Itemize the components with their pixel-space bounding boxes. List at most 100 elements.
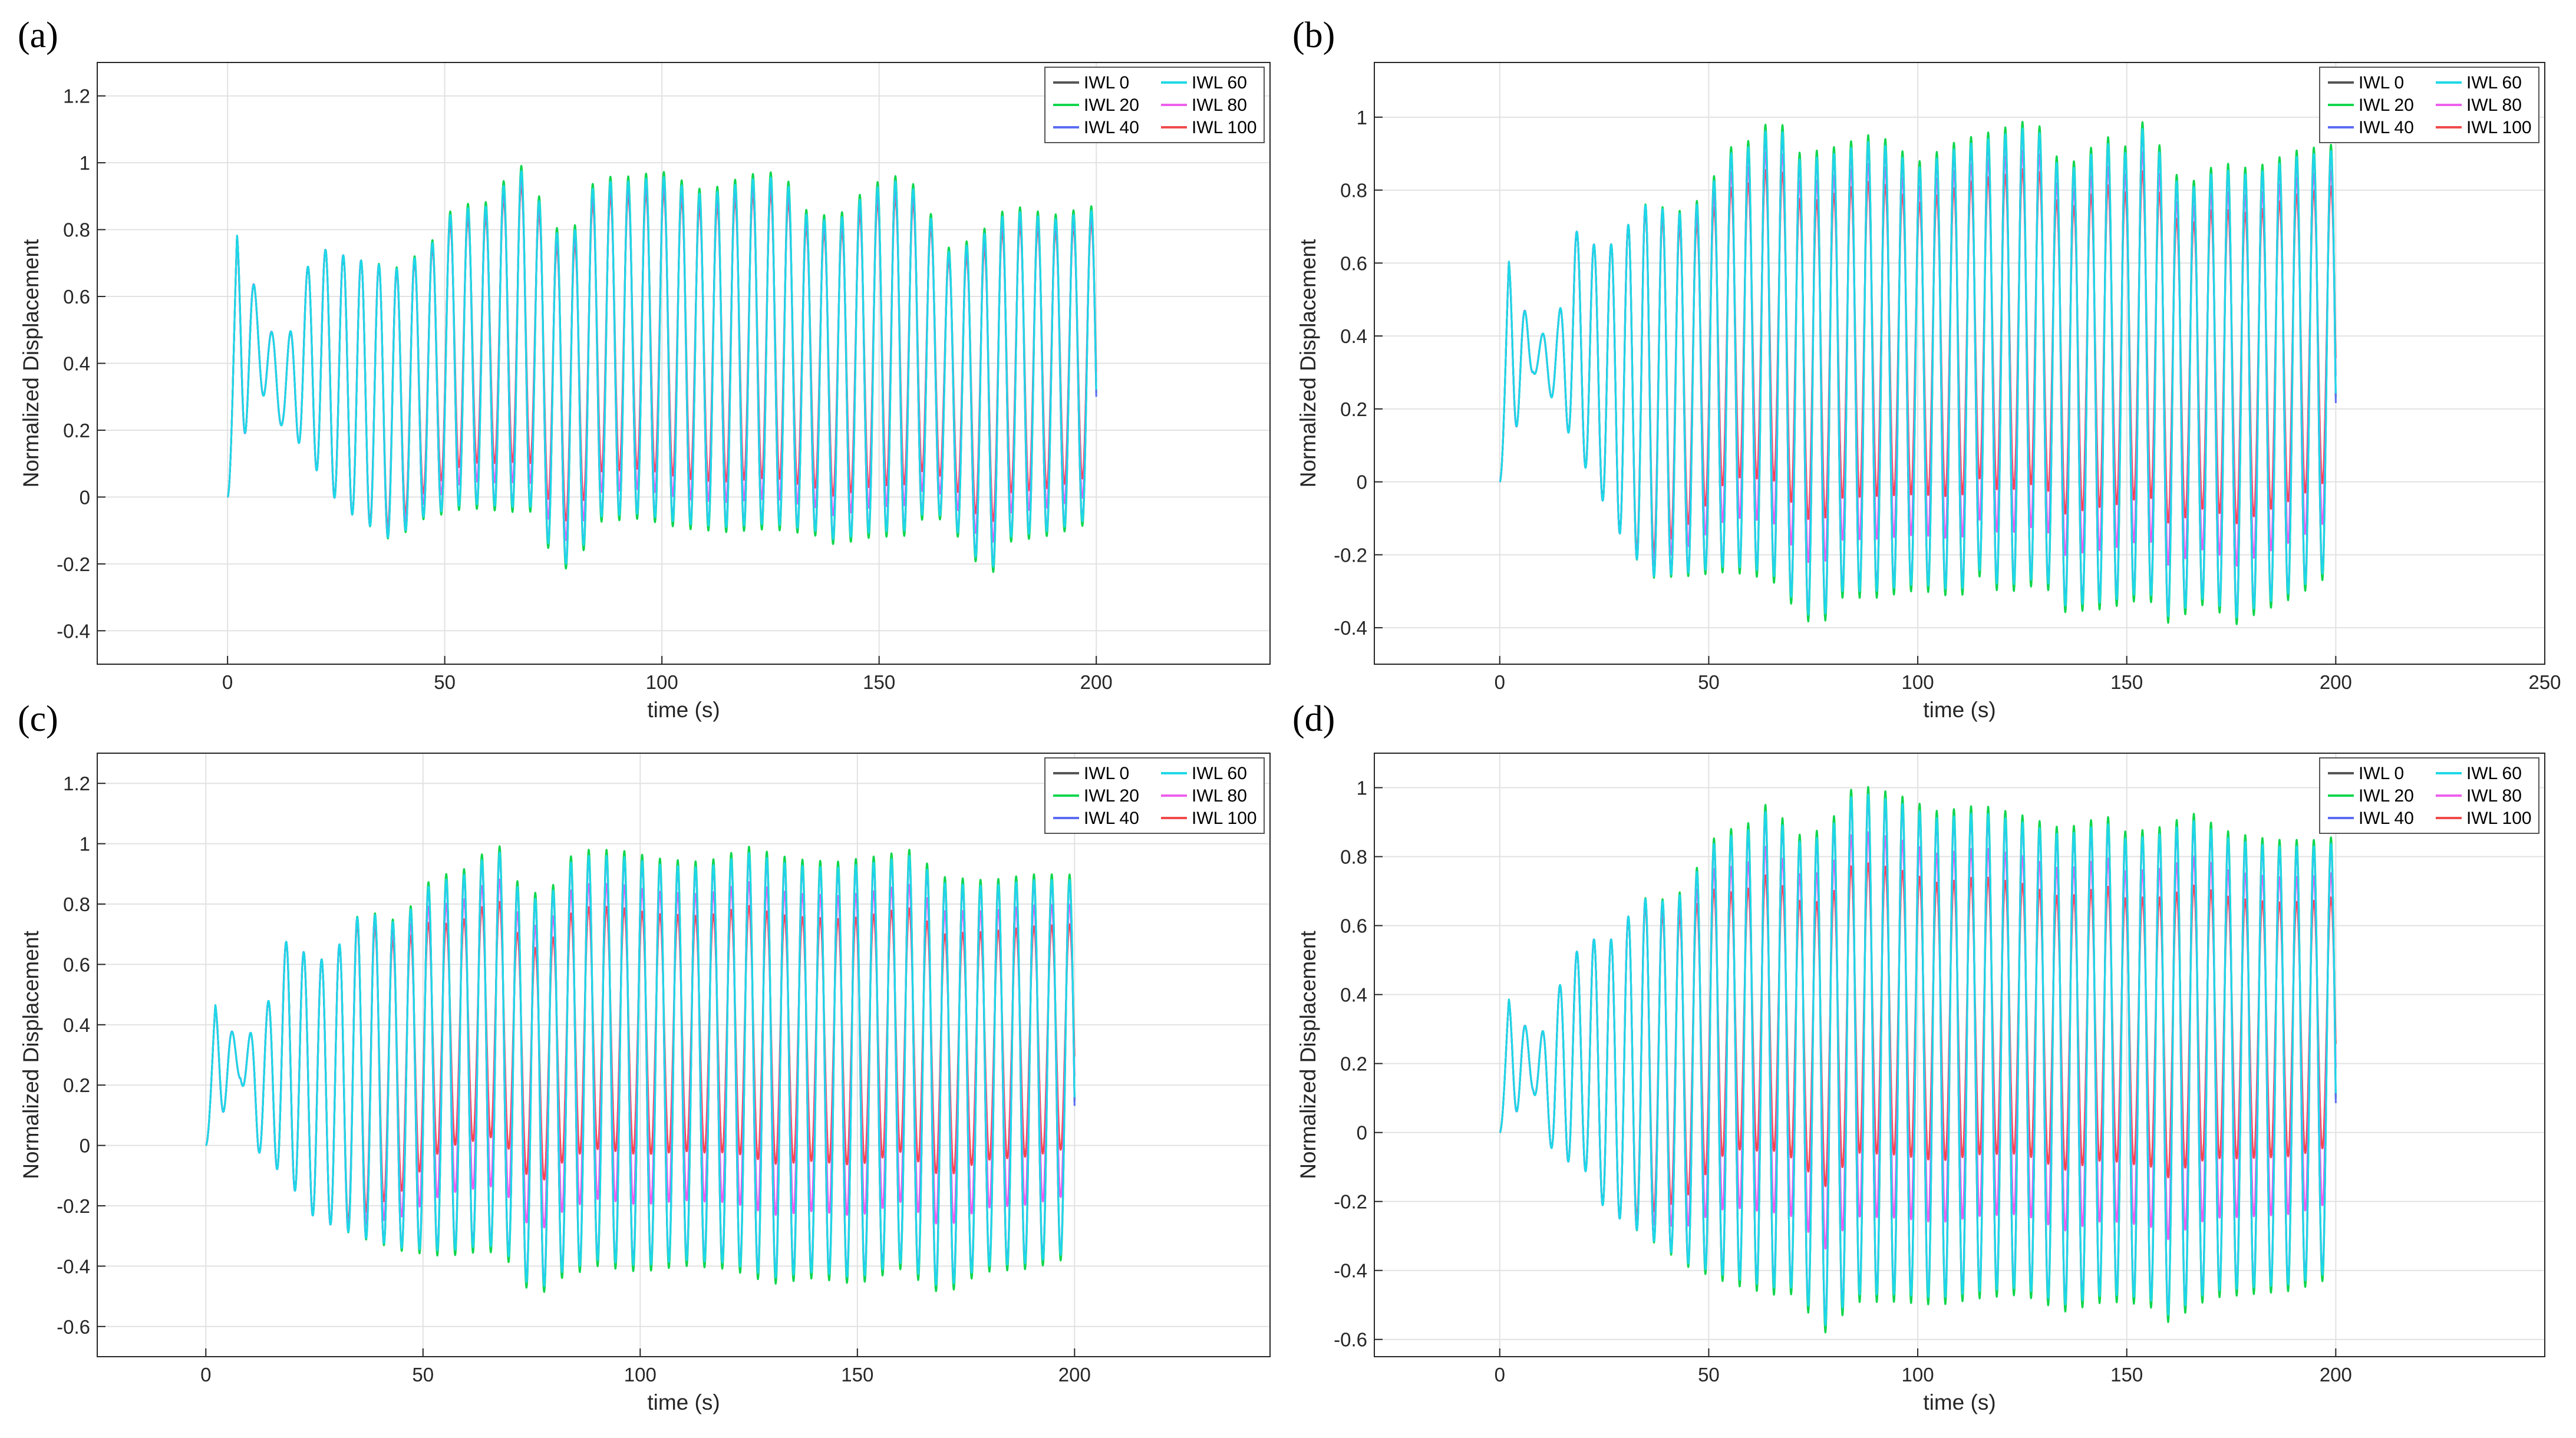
- legend-entry: IWL 60: [1192, 73, 1247, 93]
- legend-entry: IWL 60: [1192, 764, 1247, 783]
- x-tick-label: 100: [1902, 671, 1934, 693]
- legend-box: [2319, 67, 2539, 143]
- x-tick-label: 50: [434, 671, 456, 693]
- y-tick-label: -0.4: [1334, 617, 1367, 639]
- legend-entry: IWL 80: [1192, 95, 1247, 115]
- x-tick-label: 150: [2110, 1364, 2143, 1386]
- y-axis-label: Normalized Displacement: [1296, 239, 1320, 487]
- legend-entry: IWL 40: [1084, 809, 1139, 828]
- y-tick-label: 1.2: [63, 773, 90, 794]
- y-tick-label: 0.6: [1340, 915, 1367, 937]
- y-tick-label: 0: [80, 486, 90, 508]
- x-axis-label: time (s): [647, 1390, 720, 1414]
- x-tick-label: 100: [1902, 1364, 1934, 1386]
- y-tick-label: -0.4: [57, 620, 90, 642]
- x-tick-label: 150: [841, 1364, 873, 1386]
- series-line-iwl-60: [205, 851, 1076, 1287]
- y-tick-label: 0.2: [1340, 1053, 1367, 1075]
- panel-d-plot-area: [1499, 786, 2337, 1334]
- x-tick-label: 100: [624, 1364, 657, 1386]
- y-tick-label: 0.6: [63, 286, 90, 308]
- x-tick-label: 200: [2320, 1364, 2352, 1386]
- y-tick-label: -0.2: [57, 553, 90, 575]
- y-tick-label: 0.8: [63, 219, 90, 241]
- legend-entry: IWL 100: [2466, 809, 2532, 828]
- panel-b-label: (b): [1292, 15, 1335, 55]
- y-tick-label: 0.8: [1340, 180, 1367, 202]
- series-line-iwl-60: [1499, 793, 2337, 1327]
- legend-entry: IWL 60: [2466, 764, 2522, 783]
- legend-entry: IWL 80: [2466, 95, 2522, 115]
- legend-entry: IWL 20: [1084, 786, 1139, 806]
- panel-c-legend: IWL 0 IWL 20 IWL 40 IWL 60 IWL 80 IWL 100: [1044, 757, 1265, 834]
- legend-entry: IWL 0: [2359, 73, 2404, 93]
- panel-d-label: (d): [1292, 699, 1335, 739]
- panel-d-axes-frame: [1374, 753, 2545, 1357]
- y-tick-label: 0.6: [1340, 252, 1367, 274]
- panel-c-label: (c): [18, 699, 58, 739]
- y-tick-label: 0.2: [63, 1074, 90, 1096]
- panel-a-label: (a): [18, 15, 58, 55]
- x-tick-label: 0: [222, 671, 233, 693]
- panel-b-plot-area: [1499, 121, 2337, 625]
- y-tick-label: 0: [1357, 1122, 1367, 1144]
- x-tick-label: 200: [2320, 671, 2352, 693]
- legend-entry: IWL 80: [1192, 786, 1247, 806]
- x-tick-label: 0: [1495, 1364, 1505, 1386]
- y-axis-label: Normalized Displacement: [1296, 931, 1320, 1179]
- legend-box: [2319, 757, 2539, 834]
- series-line-iwl-60: [1499, 127, 2337, 619]
- x-axis-label: time (s): [1923, 1390, 1996, 1414]
- x-tick-label: 0: [1495, 671, 1505, 693]
- y-tick-label: -0.6: [1334, 1329, 1367, 1351]
- legend-box: [1044, 757, 1265, 834]
- legend-entry: IWL 100: [2466, 118, 2532, 137]
- y-tick-label: 1: [80, 152, 90, 174]
- y-tick-label: 0.8: [63, 893, 90, 915]
- legend-entry: IWL 20: [2359, 95, 2414, 115]
- legend-entry: IWL 40: [2359, 809, 2414, 828]
- legend-entry: IWL 60: [2466, 73, 2522, 93]
- y-tick-label: 1.2: [63, 85, 90, 107]
- legend-entry: IWL 40: [2359, 118, 2414, 137]
- y-tick-label: 0.2: [63, 420, 90, 441]
- x-tick-label: 50: [1698, 1364, 1720, 1386]
- y-axis-label: Normalized Displacement: [19, 931, 43, 1179]
- y-tick-label: 0: [1357, 471, 1367, 493]
- panel-d-legend: IWL 0 IWL 20 IWL 40 IWL 60 IWL 80 IWL 100: [2319, 757, 2539, 834]
- legend-entry: IWL 0: [1084, 764, 1129, 783]
- legend-entry: IWL 20: [1084, 95, 1139, 115]
- x-tick-label: 50: [1698, 671, 1720, 693]
- x-tick-label: 0: [200, 1364, 211, 1386]
- y-tick-label: 0.2: [1340, 398, 1367, 420]
- legend-entry: IWL 20: [2359, 786, 2414, 806]
- y-tick-label: 0.6: [63, 954, 90, 975]
- y-tick-label: -0.2: [1334, 544, 1367, 566]
- y-tick-label: -0.2: [57, 1195, 90, 1217]
- legend-entry: IWL 0: [1084, 73, 1129, 93]
- legend-entry: IWL 100: [1192, 118, 1257, 137]
- legend-box: [1044, 67, 1265, 143]
- x-axis-label: time (s): [647, 698, 720, 722]
- y-tick-label: 1: [1357, 107, 1367, 128]
- panel-b-axes-frame: [1374, 62, 2545, 665]
- y-tick-label: 0.4: [1340, 984, 1367, 1006]
- y-tick-label: 1: [80, 833, 90, 855]
- y-tick-label: 0.8: [1340, 846, 1367, 868]
- x-tick-label: 200: [1058, 1364, 1091, 1386]
- y-tick-label: -0.4: [1334, 1260, 1367, 1282]
- legend-entry: IWL 40: [1084, 118, 1139, 137]
- legend-entry: IWL 100: [1192, 809, 1257, 828]
- panel-c-axes-frame: [97, 753, 1271, 1357]
- y-tick-label: -0.6: [57, 1316, 90, 1338]
- y-tick-label: 0.4: [63, 353, 90, 375]
- x-tick-label: 250: [2528, 671, 2561, 693]
- y-tick-label: 0.4: [63, 1014, 90, 1036]
